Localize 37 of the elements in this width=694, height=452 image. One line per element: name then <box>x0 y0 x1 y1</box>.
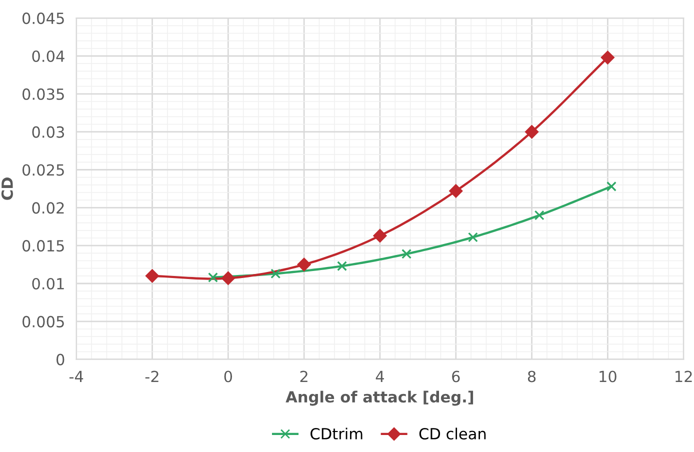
point <box>606 181 616 192</box>
y-tick-label: 0.045 <box>22 12 64 24</box>
point <box>373 229 387 242</box>
x-tick-label: 6 <box>452 370 460 382</box>
point <box>402 248 412 259</box>
y-tick-label: 0.005 <box>22 316 64 328</box>
y-tick-label: 0.015 <box>22 240 64 252</box>
x-tick-label: 4 <box>376 370 384 382</box>
y-tick-label: 0.025 <box>22 164 64 176</box>
point <box>221 271 235 285</box>
y-tick-label: 0.035 <box>22 88 64 100</box>
point <box>337 261 348 272</box>
x-tick-label: -4 <box>69 370 84 382</box>
point <box>534 210 544 220</box>
y-axis-title: CD <box>1 178 13 200</box>
x-tick-label: 10 <box>600 370 616 382</box>
point <box>600 50 614 64</box>
y-tick-label: 0.04 <box>32 50 64 62</box>
y-tick-label: 0 <box>56 354 64 366</box>
point <box>297 258 311 272</box>
legend-label: CD clean <box>419 428 486 440</box>
x-tick-label: 2 <box>300 370 308 382</box>
point <box>146 269 159 283</box>
x-tick-label: 8 <box>528 370 536 382</box>
x-tick-label: 12 <box>676 370 692 382</box>
point <box>270 268 281 279</box>
point <box>468 232 478 242</box>
x-tick-label: 0 <box>224 370 232 382</box>
point <box>449 184 463 198</box>
point <box>208 272 218 282</box>
y-tick-label: 0.02 <box>32 202 64 214</box>
y-tick-label: 0.01 <box>32 278 64 290</box>
x-tick-label: -2 <box>145 370 158 382</box>
point <box>525 125 539 139</box>
x-axis-title: Angle of attack [deg.] <box>286 390 474 406</box>
y-tick-label: 0.03 <box>32 126 64 138</box>
legend-label: CDtrim <box>310 428 362 440</box>
